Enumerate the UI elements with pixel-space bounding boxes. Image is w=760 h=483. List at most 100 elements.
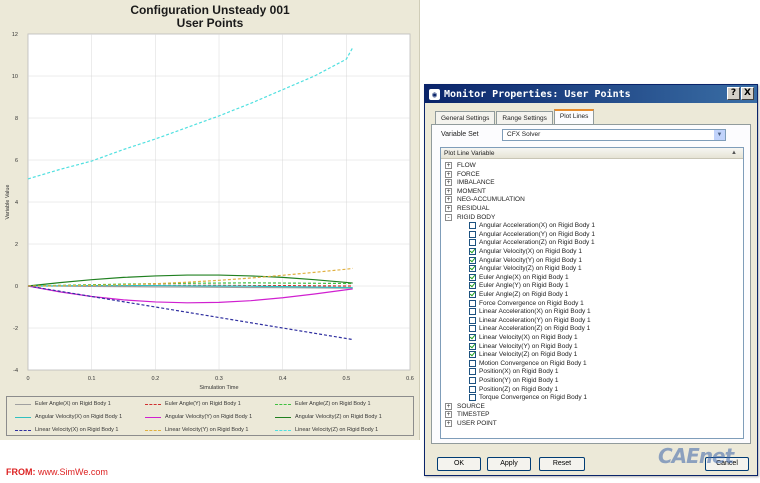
- dialog-titlebar[interactable]: ◉ Monitor Properties: User Points ? X: [425, 85, 757, 103]
- tree-item-angular-velocity-z-on-rigid-body-1[interactable]: Angular Velocity(Z) on Rigid Body 1: [469, 264, 582, 273]
- checkbox[interactable]: [469, 273, 476, 281]
- tree-item-position-x-on-rigid-body-1[interactable]: Position(X) on Rigid Body 1: [469, 367, 559, 376]
- tree-item-angular-acceleration-z-on-rigid-body-1[interactable]: Angular Acceleration(Z) on Rigid Body 1: [469, 238, 595, 247]
- checkbox[interactable]: [469, 334, 476, 341]
- tree-group-timestep[interactable]: + TIMESTEP: [445, 410, 490, 419]
- variable-set-value: CFX Solver: [507, 131, 541, 138]
- tree-group-force[interactable]: + FORCE: [445, 170, 480, 179]
- tree-item-angular-acceleration-y-on-rigid-body-1[interactable]: Angular Acceleration(Y) on Rigid Body 1: [469, 230, 595, 239]
- tab-plot-lines[interactable]: Plot Lines: [553, 109, 595, 125]
- tree-item-torque-convergence-on-rigid-body-1[interactable]: Torque Convergence on Rigid Body 1: [469, 393, 587, 402]
- tree-item-linear-velocity-x-on-rigid-body-1[interactable]: Linear Velocity(X) on Rigid Body 1: [469, 333, 578, 342]
- tree-group-label: RESIDUAL: [457, 205, 490, 212]
- expand-icon[interactable]: +: [445, 162, 452, 169]
- tree-item-label: Torque Convergence on Rigid Body 1: [479, 394, 588, 402]
- legend-label: Angular Velocity(Y) on Rigid Body 1: [165, 414, 253, 420]
- series-line-5: [27, 285, 353, 304]
- close-button[interactable]: X: [741, 87, 754, 100]
- tree-group-moment[interactable]: + MOMENT: [445, 187, 486, 196]
- checkbox[interactable]: [469, 325, 476, 333]
- checkbox[interactable]: [469, 291, 476, 298]
- cancel-button[interactable]: Cancel: [705, 457, 749, 471]
- legend-item: Angular Velocity(X) on Rigid Body 1: [15, 411, 122, 423]
- tree-item-euler-angle-y-on-rigid-body-1[interactable]: Euler Angle(Y) on Rigid Body 1: [469, 281, 569, 290]
- tree-group-source[interactable]: + SOURCE: [445, 402, 485, 411]
- expand-icon[interactable]: +: [445, 420, 452, 427]
- tree-group-label: SOURCE: [457, 402, 485, 410]
- checkbox[interactable]: [469, 316, 476, 324]
- tree-item-linear-velocity-y-on-rigid-body-1[interactable]: Linear Velocity(Y) on Rigid Body 1: [469, 342, 578, 351]
- legend-swatch: [145, 403, 161, 405]
- tree-item-euler-angle-z-on-rigid-body-1[interactable]: Euler Angle(Z) on Rigid Body 1: [469, 290, 568, 299]
- ok-button[interactable]: OK: [437, 457, 481, 471]
- legend-swatch: [15, 429, 31, 431]
- plot-title: Configuration Unsteady 001 User Points: [0, 4, 420, 30]
- y-tick-label: -2: [13, 326, 18, 332]
- tree-group-neg-accumulation[interactable]: + NEG-ACCUMULATION: [445, 195, 525, 204]
- collapse-icon[interactable]: -: [445, 213, 452, 221]
- expand-icon[interactable]: +: [445, 196, 452, 204]
- tree-item-linear-acceleration-y-on-rigid-body-1[interactable]: Linear Acceleration(Y) on Rigid Body 1: [469, 316, 591, 325]
- checkbox[interactable]: [469, 359, 476, 367]
- tree-group-label: MOMENT: [457, 187, 486, 195]
- legend-label: Euler Angle(X) on Rigid Body 1: [35, 401, 111, 407]
- apply-button[interactable]: Apply: [487, 457, 531, 471]
- expand-icon[interactable]: +: [445, 179, 452, 187]
- tab-range-settings[interactable]: Range Settings: [496, 111, 553, 125]
- legend-swatch: [275, 429, 291, 431]
- legend-item: Euler Angle(Y) on Rigid Body 1: [145, 398, 241, 410]
- expand-icon[interactable]: +: [445, 411, 452, 419]
- tree-item-label: Euler Angle(Y) on Rigid Body 1: [479, 282, 569, 290]
- legend-item: Angular Velocity(Y) on Rigid Body 1: [145, 411, 252, 423]
- tree-column-header[interactable]: Plot Line Variable ▲: [441, 148, 743, 159]
- help-button[interactable]: ?: [727, 87, 740, 100]
- checkbox[interactable]: [469, 394, 476, 402]
- tab-general-settings[interactable]: General Settings: [435, 111, 496, 125]
- variable-set-select[interactable]: CFX Solver ▼: [502, 129, 726, 141]
- tree-item-position-y-on-rigid-body-1[interactable]: Position(Y) on Rigid Body 1: [469, 376, 559, 385]
- expand-icon[interactable]: +: [445, 205, 452, 212]
- expand-icon[interactable]: +: [445, 170, 452, 178]
- tree-group-residual[interactable]: + RESIDUAL: [445, 204, 490, 213]
- tree-group-user-point[interactable]: + USER POINT: [445, 419, 497, 428]
- checkbox[interactable]: [469, 282, 476, 290]
- tree-group-imbalance[interactable]: + IMBALANCE: [445, 178, 495, 187]
- tree-item-angular-velocity-x-on-rigid-body-1[interactable]: Angular Velocity(X) on Rigid Body 1: [469, 247, 582, 256]
- tree-item-angular-acceleration-x-on-rigid-body-1[interactable]: Angular Acceleration(X) on Rigid Body 1: [469, 221, 595, 230]
- checkbox[interactable]: [469, 222, 476, 230]
- chevron-down-icon[interactable]: ▼: [714, 130, 725, 140]
- tree-item-force-convergence-on-rigid-body-1[interactable]: Force Convergence on Rigid Body 1: [469, 299, 584, 308]
- reset-button[interactable]: Reset: [539, 457, 585, 471]
- tree-group-label: NEG-ACCUMULATION: [457, 196, 525, 204]
- tree-item-linear-acceleration-z-on-rigid-body-1[interactable]: Linear Acceleration(Z) on Rigid Body 1: [469, 324, 590, 333]
- checkbox[interactable]: [469, 265, 476, 273]
- checkbox[interactable]: [469, 299, 476, 307]
- checkbox[interactable]: [469, 377, 476, 384]
- tree-item-linear-velocity-z-on-rigid-body-1[interactable]: Linear Velocity(Z) on Rigid Body 1: [469, 350, 577, 359]
- checkbox[interactable]: [469, 385, 476, 393]
- tree-group-rigid-body[interactable]: - RIGID BODY: [445, 213, 495, 222]
- tree-item-linear-acceleration-x-on-rigid-body-1[interactable]: Linear Acceleration(X) on Rigid Body 1: [469, 307, 591, 316]
- checkbox[interactable]: [469, 239, 476, 247]
- legend-label: Linear Velocity(Y) on Rigid Body 1: [165, 427, 249, 433]
- checkbox[interactable]: [469, 230, 476, 238]
- checkbox[interactable]: [469, 248, 476, 255]
- tree-item-position-z-on-rigid-body-1[interactable]: Position(Z) on Rigid Body 1: [469, 385, 558, 394]
- checkbox[interactable]: [469, 308, 476, 316]
- checkbox[interactable]: [469, 351, 476, 359]
- tree-item-angular-velocity-y-on-rigid-body-1[interactable]: Angular Velocity(Y) on Rigid Body 1: [469, 256, 582, 265]
- checkbox[interactable]: [469, 342, 476, 350]
- dialog-title: Monitor Properties: User Points: [444, 88, 631, 100]
- monitor-properties-dialog: ◉ Monitor Properties: User Points ? X Ge…: [424, 84, 758, 476]
- checkbox[interactable]: [469, 256, 476, 264]
- tree-item-motion-convergence-on-rigid-body-1[interactable]: Motion Convergence on Rigid Body 1: [469, 359, 587, 368]
- tree-group-flow[interactable]: + FLOW: [445, 161, 476, 170]
- legend-label: Euler Angle(Y) on Rigid Body 1: [165, 401, 241, 407]
- expand-icon[interactable]: +: [445, 402, 452, 410]
- expand-icon[interactable]: +: [445, 187, 452, 195]
- checkbox[interactable]: [469, 368, 476, 376]
- chart-subtitle: User Points: [176, 16, 244, 30]
- legend-swatch: [275, 403, 291, 405]
- chart-canvas[interactable]: 0 0.1 0.2 0.3 0.4 0.5 0.6 -4 -2 0 2 4 6 8 10 12 Simulati…: [0, 0, 420, 396]
- y-tick-label: 2: [15, 242, 18, 248]
